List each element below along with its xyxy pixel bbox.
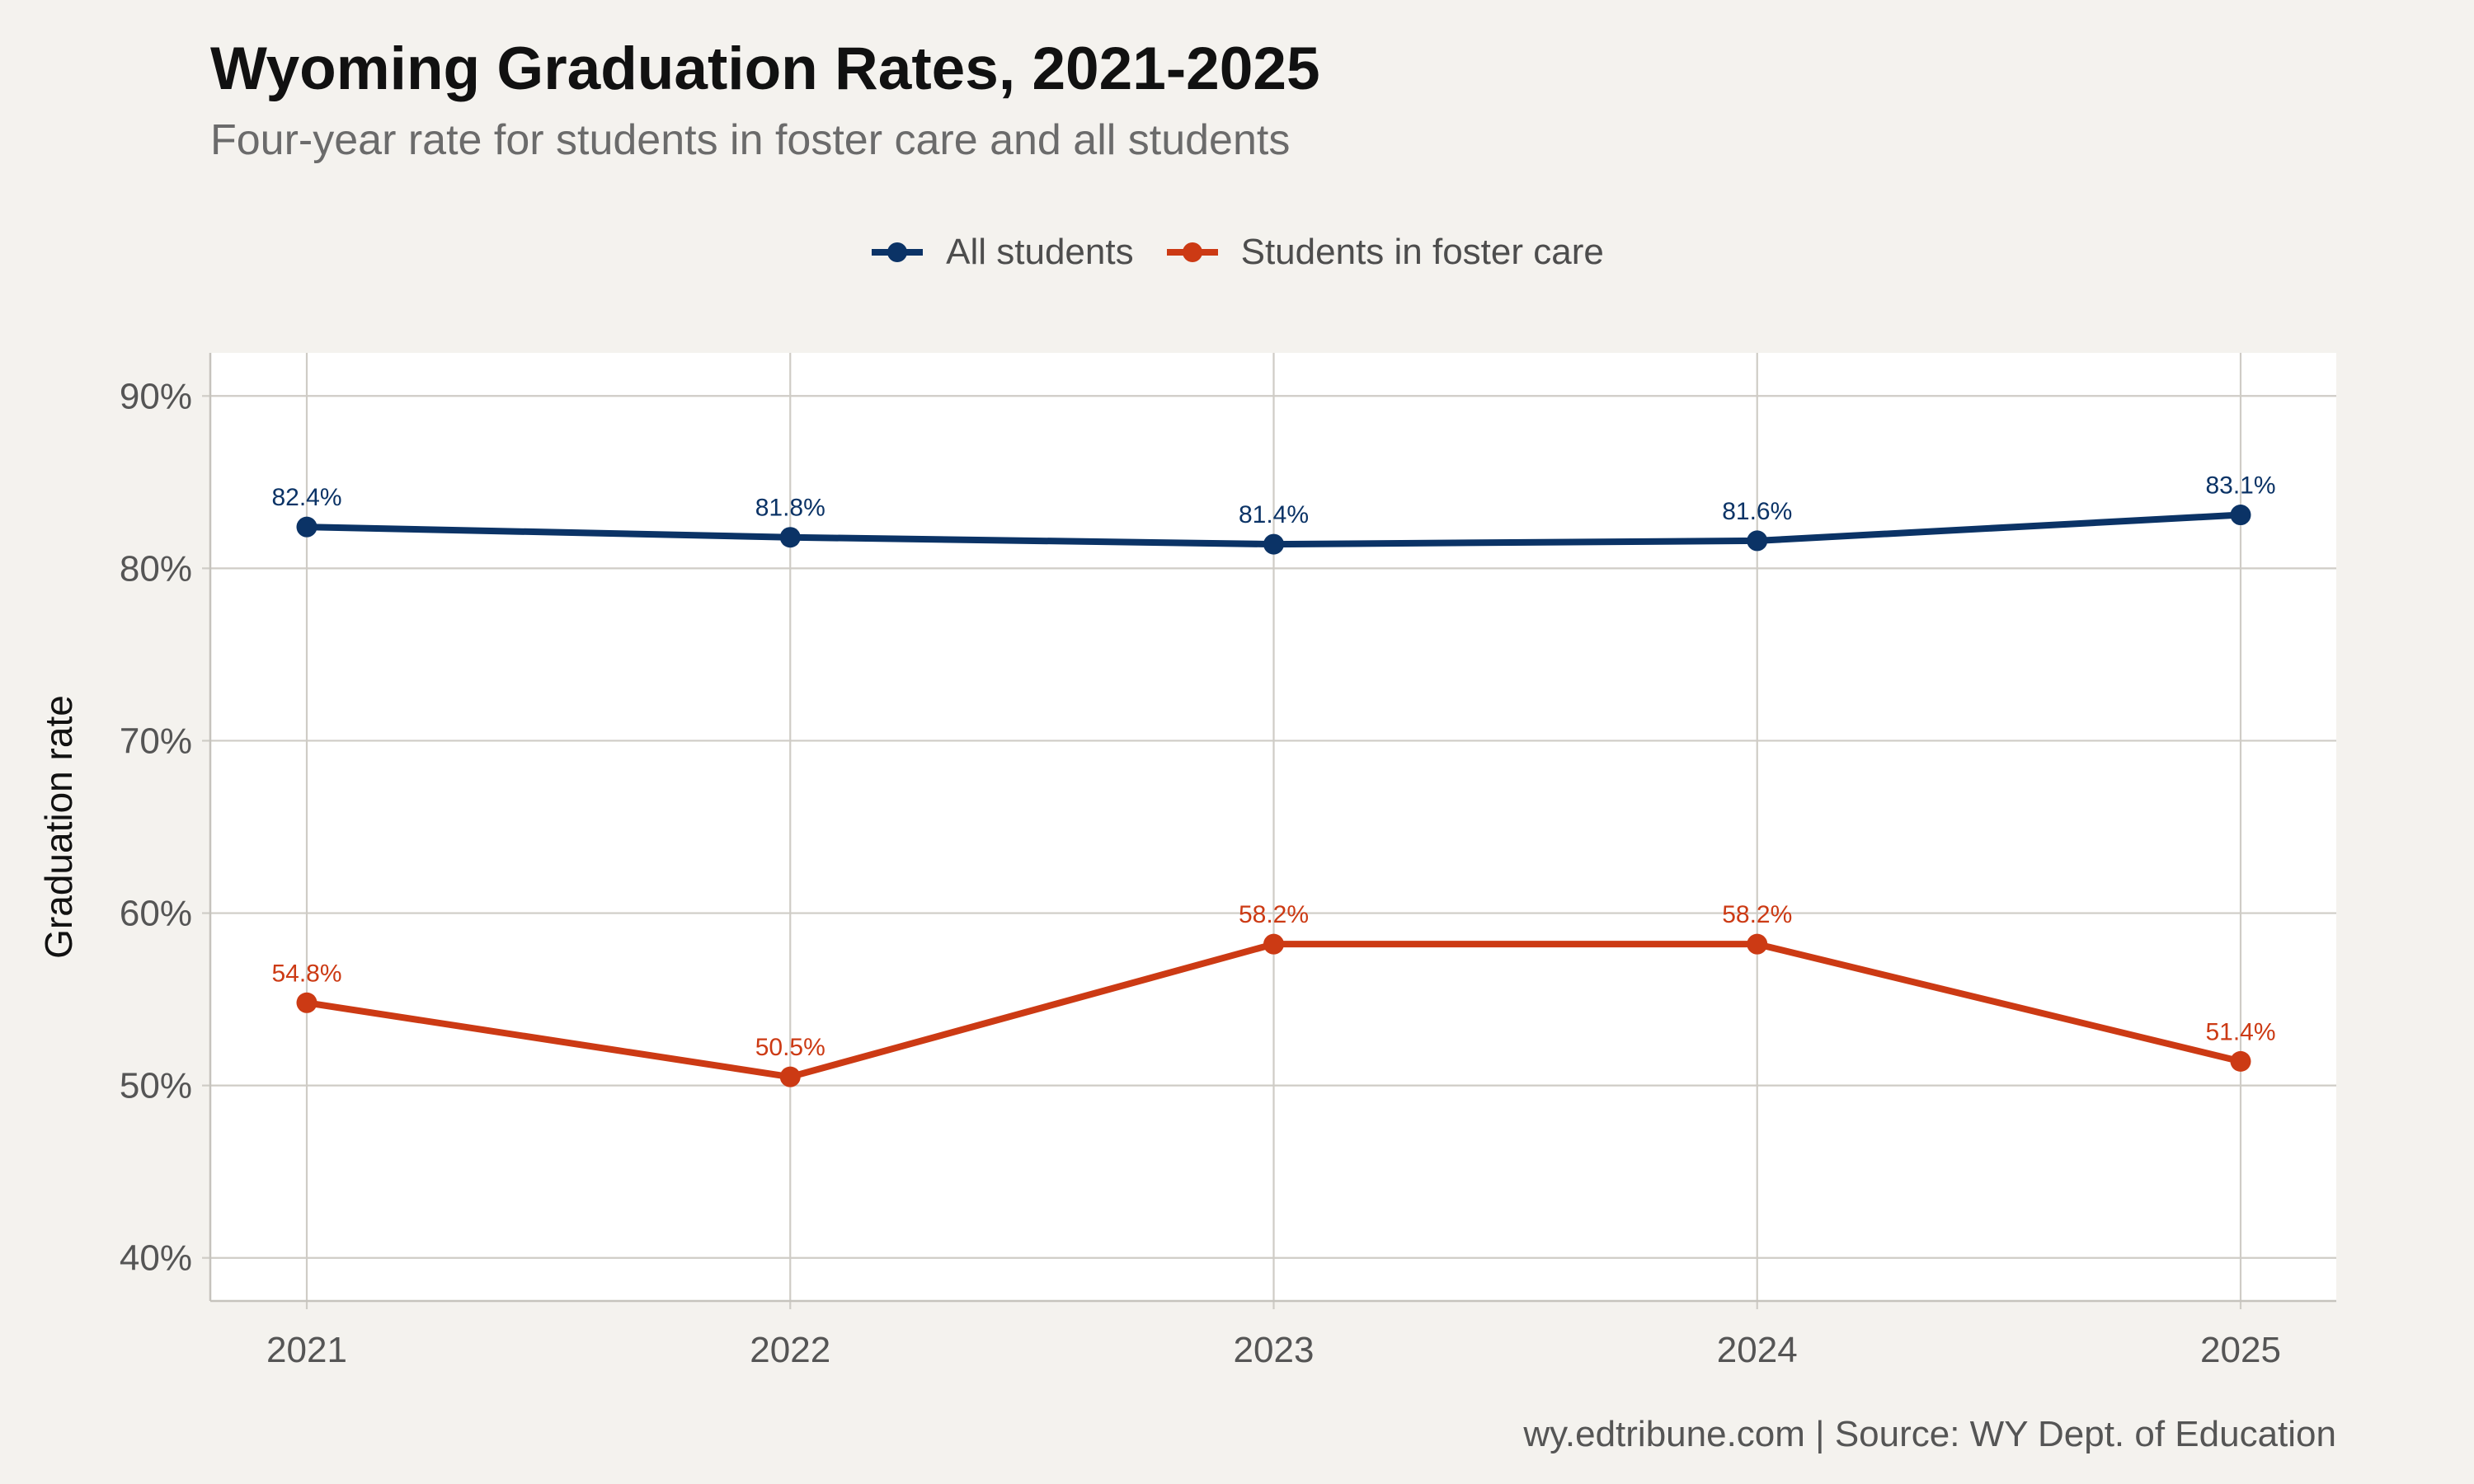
x-tick-label: 2024 <box>1717 1330 1798 1370</box>
data-label: 58.2% <box>1722 901 1792 928</box>
data-label: 83.1% <box>2205 472 2275 500</box>
x-tick-label: 2023 <box>1234 1330 1315 1370</box>
legend: All students Students in foster care <box>0 228 2474 277</box>
legend-label-all-students: All students <box>946 232 1134 272</box>
data-label: 81.4% <box>1239 501 1309 528</box>
data-point <box>1747 933 1768 955</box>
data-label: 82.4% <box>271 484 341 511</box>
data-point <box>2230 1050 2251 1072</box>
y-axis-title: Graduation rate <box>37 695 80 959</box>
data-point <box>296 992 317 1013</box>
chart-title: Wyoming Graduation Rates, 2021-2025 <box>210 35 1320 102</box>
data-point <box>296 516 317 538</box>
data-label: 51.4% <box>2205 1018 2275 1045</box>
y-tick-label: 50% <box>120 1066 192 1106</box>
data-label: 50.5% <box>755 1034 825 1061</box>
x-tick-label: 2022 <box>750 1330 830 1370</box>
x-tick-label: 2025 <box>2200 1330 2281 1370</box>
y-tick-label: 80% <box>120 548 192 589</box>
y-tick-label: 90% <box>120 376 192 416</box>
data-label: 81.6% <box>1722 498 1792 525</box>
legend-item-all-students: All students <box>870 232 1134 273</box>
data-label: 54.8% <box>271 960 341 987</box>
data-point <box>1263 933 1284 955</box>
chart-caption: wy.edtribune.com | Source: WY Dept. of E… <box>1523 1414 2336 1454</box>
x-tick-label: 2021 <box>266 1330 347 1370</box>
legend-item-foster-care: Students in foster care <box>1165 232 1604 273</box>
y-tick-label: 70% <box>120 721 192 761</box>
data-label: 58.2% <box>1239 901 1309 928</box>
legend-key-all-students <box>872 242 924 262</box>
y-tick-label: 40% <box>120 1238 192 1279</box>
data-point <box>779 1066 801 1087</box>
legend-label-foster-care: Students in foster care <box>1240 232 1604 272</box>
y-tick-label: 60% <box>120 894 192 934</box>
chart-subtitle: Four-year rate for students in foster ca… <box>210 116 1291 164</box>
data-point <box>1747 530 1768 552</box>
data-point <box>1263 533 1284 555</box>
legend-key-foster-care <box>1166 242 1218 262</box>
data-point <box>779 527 801 548</box>
data-label: 81.8% <box>755 495 825 522</box>
data-point <box>2230 505 2251 526</box>
